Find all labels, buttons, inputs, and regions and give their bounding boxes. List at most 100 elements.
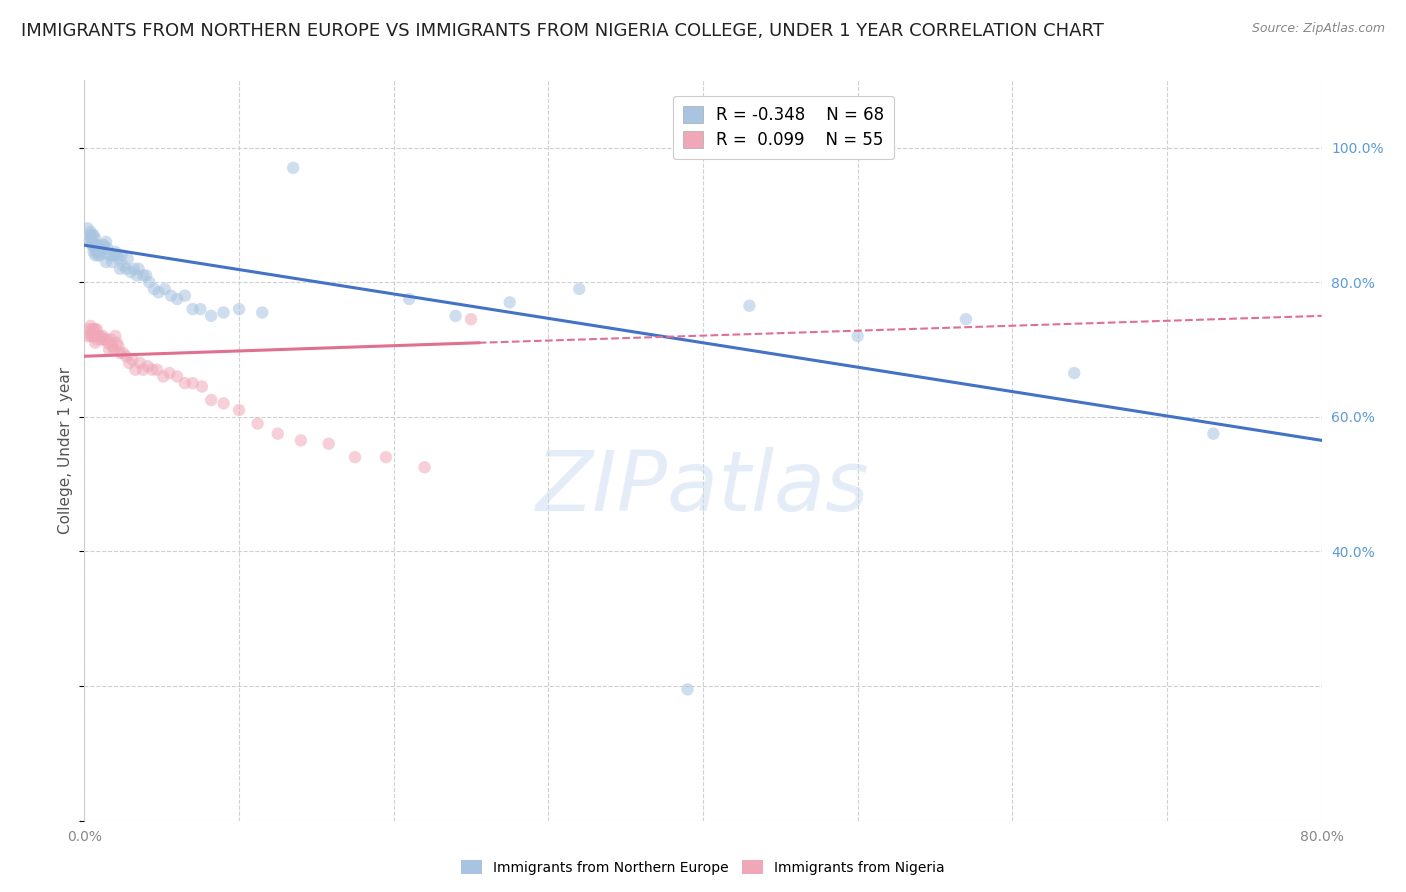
Point bbox=[83, 228, 105, 243]
Point bbox=[152, 369, 174, 384]
Point bbox=[82, 235, 104, 249]
Point bbox=[90, 242, 112, 256]
Point bbox=[413, 460, 436, 475]
Point bbox=[200, 392, 222, 407]
Point bbox=[82, 329, 104, 343]
Point bbox=[86, 322, 108, 336]
Point bbox=[76, 329, 98, 343]
Point bbox=[343, 450, 366, 465]
Point bbox=[318, 436, 340, 450]
Point bbox=[94, 255, 117, 269]
Point bbox=[1063, 366, 1085, 380]
Point bbox=[166, 292, 188, 306]
Point bbox=[112, 259, 135, 273]
Point bbox=[148, 285, 170, 300]
Point bbox=[77, 322, 100, 336]
Point bbox=[104, 329, 127, 343]
Point bbox=[94, 333, 117, 347]
Point bbox=[91, 329, 114, 343]
Point bbox=[181, 376, 204, 391]
Point bbox=[153, 282, 176, 296]
Point bbox=[107, 252, 129, 266]
Point bbox=[110, 248, 132, 262]
Point bbox=[138, 275, 160, 289]
Point bbox=[174, 376, 197, 391]
Text: ZIPatlas: ZIPatlas bbox=[536, 447, 870, 528]
Point bbox=[738, 299, 761, 313]
Point bbox=[846, 329, 869, 343]
Point bbox=[105, 248, 128, 262]
Point bbox=[90, 333, 112, 347]
Point bbox=[568, 282, 591, 296]
Point bbox=[84, 335, 107, 350]
Point bbox=[115, 261, 138, 276]
Point bbox=[89, 248, 111, 262]
Point bbox=[1202, 426, 1225, 441]
Point bbox=[89, 329, 111, 343]
Point bbox=[100, 248, 122, 262]
Point bbox=[87, 329, 110, 343]
Point bbox=[96, 242, 118, 256]
Point bbox=[129, 356, 152, 370]
Point bbox=[101, 255, 124, 269]
Point bbox=[108, 261, 131, 276]
Point bbox=[100, 333, 122, 347]
Point bbox=[96, 335, 118, 350]
Point bbox=[955, 312, 977, 326]
Point bbox=[676, 682, 699, 697]
Point bbox=[125, 268, 148, 283]
Point bbox=[84, 242, 107, 256]
Point bbox=[118, 356, 141, 370]
Point bbox=[212, 305, 235, 319]
Point bbox=[181, 302, 204, 317]
Point bbox=[84, 329, 107, 343]
Point bbox=[136, 359, 159, 374]
Point bbox=[83, 238, 105, 252]
Point bbox=[174, 288, 197, 302]
Point bbox=[98, 248, 121, 262]
Point bbox=[79, 228, 101, 243]
Point bbox=[115, 349, 138, 363]
Point bbox=[191, 379, 214, 393]
Point bbox=[166, 369, 188, 384]
Point bbox=[267, 426, 290, 441]
Point bbox=[93, 238, 115, 252]
Point bbox=[374, 450, 398, 465]
Point bbox=[160, 288, 183, 302]
Point bbox=[79, 225, 101, 239]
Point bbox=[79, 329, 101, 343]
Point bbox=[143, 282, 166, 296]
Point bbox=[84, 322, 107, 336]
Point bbox=[228, 302, 250, 317]
Point bbox=[120, 265, 142, 279]
Y-axis label: College, Under 1 year: College, Under 1 year bbox=[58, 367, 73, 534]
Point bbox=[79, 231, 101, 245]
Point bbox=[105, 335, 128, 350]
Point bbox=[124, 362, 146, 376]
Point bbox=[83, 322, 105, 336]
Legend: R = -0.348    N = 68, R =  0.099    N = 55: R = -0.348 N = 68, R = 0.099 N = 55 bbox=[672, 96, 894, 159]
Point bbox=[82, 228, 104, 243]
Point bbox=[159, 366, 180, 380]
Point bbox=[141, 362, 163, 376]
Point bbox=[132, 268, 155, 283]
Text: IMMIGRANTS FROM NORTHERN EUROPE VS IMMIGRANTS FROM NIGERIA COLLEGE, UNDER 1 YEAR: IMMIGRANTS FROM NORTHERN EUROPE VS IMMIG… bbox=[21, 22, 1104, 40]
Point bbox=[86, 244, 108, 259]
Point bbox=[103, 343, 125, 357]
Point bbox=[87, 248, 110, 262]
Point bbox=[188, 302, 211, 317]
Point bbox=[101, 339, 124, 353]
Point bbox=[76, 221, 98, 235]
Point bbox=[83, 244, 105, 259]
Point bbox=[281, 161, 305, 175]
Point bbox=[86, 333, 108, 347]
Point bbox=[83, 329, 105, 343]
Point bbox=[84, 231, 107, 245]
Point bbox=[86, 238, 108, 252]
Point bbox=[132, 362, 155, 376]
Point bbox=[290, 434, 312, 448]
Point bbox=[460, 312, 482, 326]
Point bbox=[398, 292, 420, 306]
Point bbox=[228, 403, 250, 417]
Point bbox=[89, 244, 111, 259]
